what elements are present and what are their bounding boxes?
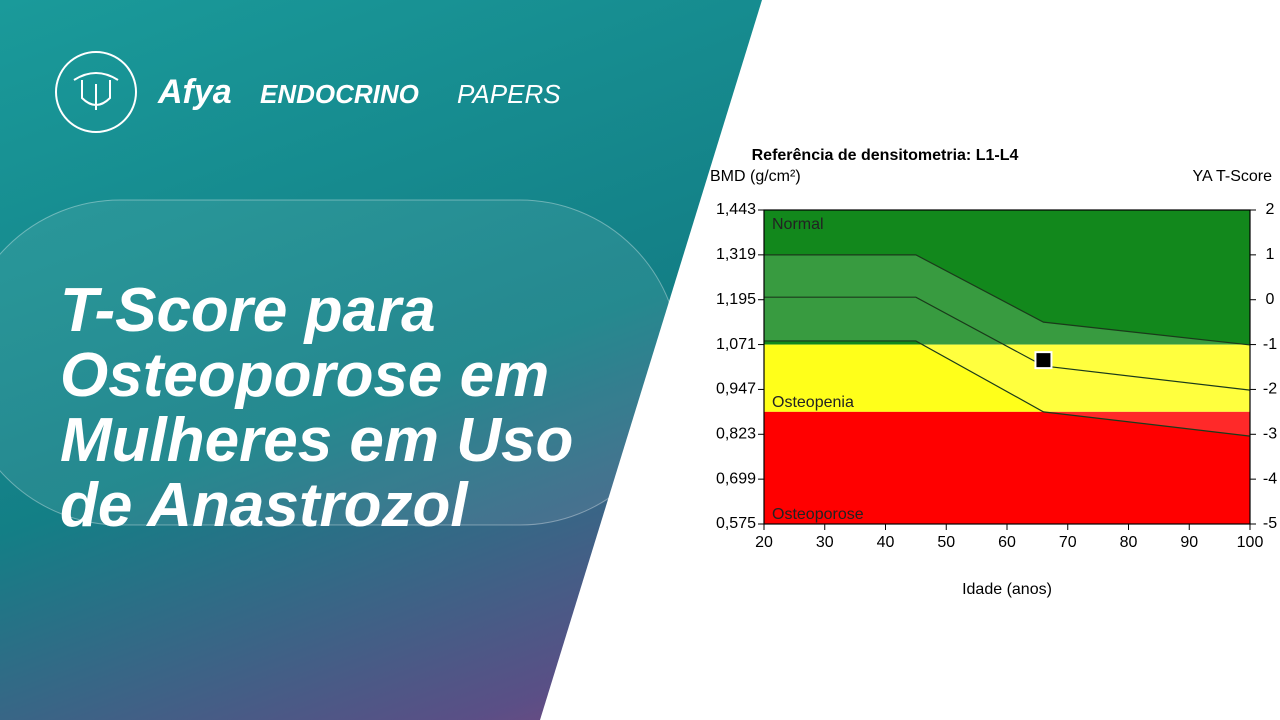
- x-tick-label: 90: [1180, 534, 1198, 551]
- x-tick-label: 80: [1120, 534, 1138, 551]
- x-tick-label: 20: [755, 534, 773, 551]
- logo-circle: [55, 51, 137, 133]
- y-tick-label: 1,195: [716, 291, 756, 308]
- y-tick-label: 0,699: [716, 470, 756, 487]
- reference-band: [764, 254, 1250, 437]
- brand-name: Afya: [157, 73, 232, 111]
- y-axis-label: BMD (g/cm²): [710, 168, 801, 185]
- x-tick-label: 60: [998, 534, 1016, 551]
- chart-title: Referência de densitometria: L1-L4: [752, 147, 1019, 164]
- y-tick-label: 0,575: [716, 515, 756, 532]
- y2-tick-label: -5: [1263, 515, 1277, 532]
- y-tick-label: 1,319: [716, 246, 756, 263]
- y2-tick-label: -1: [1263, 336, 1277, 353]
- zone-label: Osteopenia: [772, 394, 854, 411]
- headline-line: de Anastrozol: [60, 471, 468, 540]
- y2-tick-label: 1: [1266, 246, 1275, 263]
- patient-point: [1034, 351, 1053, 370]
- y2-tick-label: -2: [1263, 381, 1277, 398]
- x-axis-label: Idade (anos): [962, 581, 1052, 598]
- y-tick-label: 1,071: [716, 336, 756, 353]
- zone: [764, 344, 1250, 412]
- reference-line: [764, 254, 1251, 346]
- brand-product: ENDOCRINO: [260, 79, 419, 109]
- reference-line: [764, 296, 1251, 391]
- y-tick-label: 0,823: [716, 426, 756, 443]
- zone: [764, 210, 1250, 345]
- y-tick-label: 0,947: [716, 381, 756, 398]
- y2-tick-label: -4: [1263, 470, 1277, 487]
- x-tick-label: 70: [1059, 534, 1077, 551]
- headline-line: Osteoporose em: [60, 341, 550, 410]
- x-tick-label: 30: [816, 534, 834, 551]
- x-tick-label: 50: [937, 534, 955, 551]
- logo-icon: [73, 72, 119, 110]
- x-tick-label: 100: [1237, 534, 1264, 551]
- headline-line: Mulheres em Uso: [60, 406, 574, 475]
- y2-tick-label: 0: [1266, 291, 1275, 308]
- y2-tick-label: 2: [1266, 201, 1275, 218]
- brand-product-light: PAPERS: [457, 79, 561, 109]
- x-tick-label: 40: [877, 534, 895, 551]
- zone-label: Osteoporose: [772, 506, 864, 523]
- y2-tick-label: -3: [1263, 426, 1277, 443]
- headline-line: T-Score para: [60, 276, 436, 345]
- zone: [764, 411, 1250, 524]
- y-tick-label: 1,443: [716, 201, 756, 218]
- zone-label: Normal: [772, 216, 824, 233]
- y2-axis-label: YA T-Score: [1193, 168, 1273, 185]
- reference-line: [764, 340, 1251, 437]
- chart: Referência de densitometria: L1-L4 BMD (…: [710, 147, 1277, 598]
